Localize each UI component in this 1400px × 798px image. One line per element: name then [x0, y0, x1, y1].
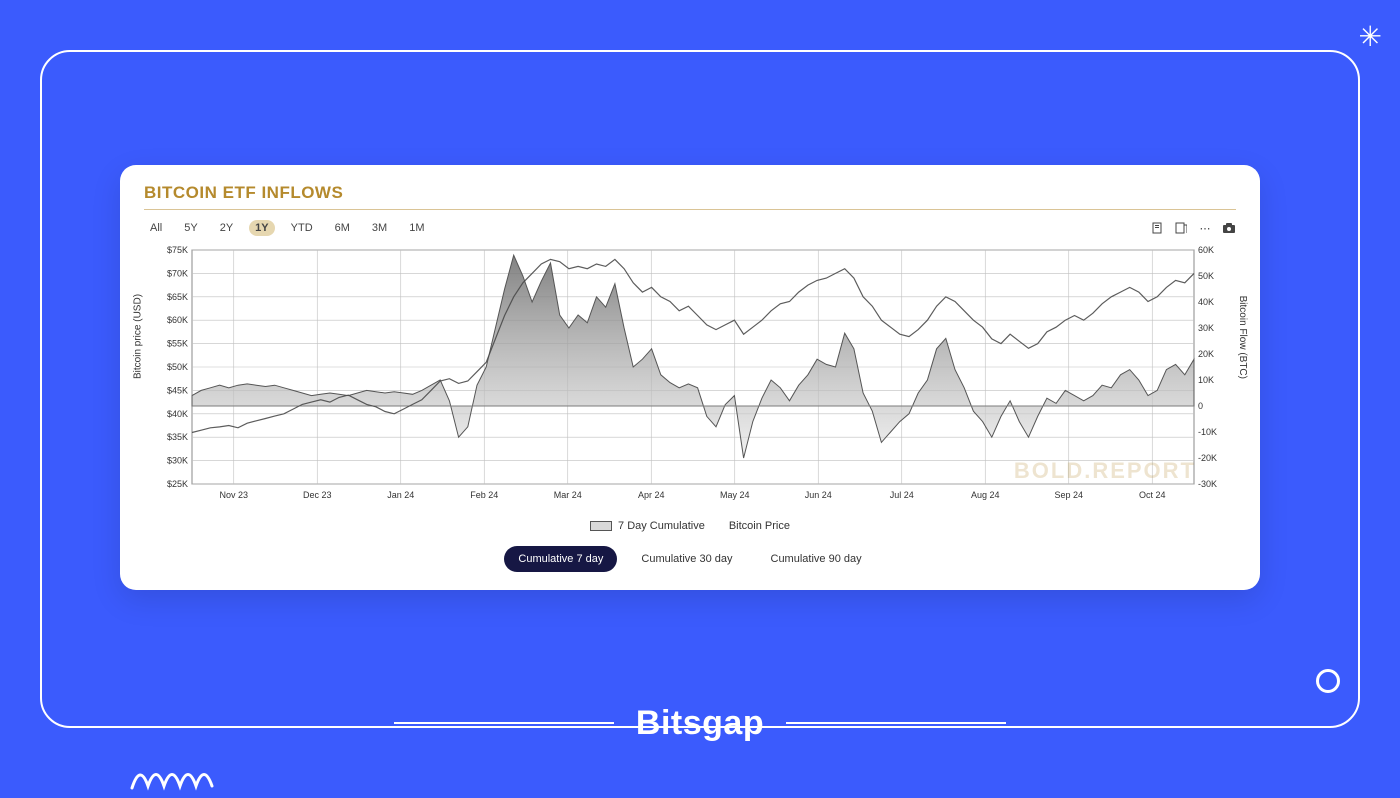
- svg-text:Nov 23: Nov 23: [219, 490, 248, 500]
- svg-text:$35K: $35K: [167, 432, 188, 442]
- svg-text:-20K: -20K: [1198, 453, 1217, 463]
- chart-area: Bitcoin price (USD) Bitcoin Flow (BTC) $…: [144, 244, 1236, 514]
- range-ytd[interactable]: YTD: [285, 220, 319, 236]
- svg-text:$65K: $65K: [167, 292, 188, 302]
- legend-item-price: Bitcoin Price: [729, 520, 790, 532]
- cumulative-selector: Cumulative 7 day Cumulative 30 day Cumulat…: [144, 546, 1236, 572]
- brand-line-right: [786, 722, 1006, 724]
- svg-text:20K: 20K: [1198, 349, 1214, 359]
- svg-text:$40K: $40K: [167, 409, 188, 419]
- range-2y[interactable]: 2Y: [214, 220, 239, 236]
- range-6m[interactable]: 6M: [329, 220, 356, 236]
- range-1y[interactable]: 1Y: [249, 220, 274, 236]
- svg-text:$70K: $70K: [167, 268, 188, 278]
- svg-text:Aug 24: Aug 24: [971, 490, 1000, 500]
- legend: 7 Day Cumulative Bitcoin Price: [144, 520, 1236, 532]
- left-axis-label: Bitcoin price (USD): [133, 294, 144, 379]
- svg-text:$30K: $30K: [167, 456, 188, 466]
- svg-text:-30K: -30K: [1198, 479, 1217, 489]
- pill-cumulative-90-day[interactable]: Cumulative 90 day: [757, 546, 876, 572]
- legend-swatch: [590, 521, 612, 531]
- svg-text:$55K: $55K: [167, 339, 188, 349]
- svg-text:$75K: $75K: [167, 245, 188, 255]
- range-5y[interactable]: 5Y: [178, 220, 203, 236]
- right-axis-label: Bitcoin Flow (BTC): [1237, 296, 1248, 379]
- legend-item-flow: 7 Day Cumulative: [590, 520, 705, 532]
- svg-text:Jan 24: Jan 24: [387, 490, 414, 500]
- svg-text:50K: 50K: [1198, 271, 1214, 281]
- svg-text:May 24: May 24: [720, 490, 750, 500]
- toolbar: All 5Y 2Y 1Y YTD 6M 3M 1M ⋯: [144, 220, 1236, 236]
- range-all[interactable]: All: [144, 220, 168, 236]
- title-rule: [144, 209, 1236, 210]
- camera-icon[interactable]: [1222, 221, 1236, 235]
- svg-text:Jul 24: Jul 24: [890, 490, 914, 500]
- more-icon[interactable]: ⋯: [1198, 221, 1212, 235]
- download-icon[interactable]: [1150, 221, 1164, 235]
- brand-name: Bitsgap: [636, 704, 764, 743]
- chart-title: BITCOIN ETF INFLOWS: [144, 183, 1236, 203]
- chart-svg: $25K $30K $35K $40K $45K $50K $55K $60K $65K $70K…: [144, 244, 1236, 514]
- range-1m[interactable]: 1M: [403, 220, 430, 236]
- export-icon[interactable]: [1174, 221, 1188, 235]
- svg-text:40K: 40K: [1198, 297, 1214, 307]
- pill-cumulative-7-day[interactable]: Cumulative 7 day: [504, 546, 617, 572]
- svg-text:30K: 30K: [1198, 323, 1214, 333]
- svg-text:0: 0: [1198, 401, 1203, 411]
- svg-text:Sep 24: Sep 24: [1054, 490, 1083, 500]
- decorative-asterisk: ✳︎: [1359, 20, 1382, 53]
- svg-text:$60K: $60K: [167, 315, 188, 325]
- range-selector: All 5Y 2Y 1Y YTD 6M 3M 1M: [144, 220, 430, 236]
- chart-card: BITCOIN ETF INFLOWS All 5Y 2Y 1Y YTD 6M 3M 1M ⋯…: [120, 165, 1260, 590]
- svg-text:10K: 10K: [1198, 375, 1214, 385]
- svg-text:Mar 24: Mar 24: [554, 490, 582, 500]
- svg-text:Dec 23: Dec 23: [303, 490, 332, 500]
- svg-text:Apr 24: Apr 24: [638, 490, 665, 500]
- svg-text:Jun 24: Jun 24: [805, 490, 832, 500]
- svg-text:$45K: $45K: [167, 385, 188, 395]
- pill-cumulative-30-day[interactable]: Cumulative 30 day: [627, 546, 746, 572]
- brand-line-left: [394, 722, 614, 724]
- svg-text:60K: 60K: [1198, 245, 1214, 255]
- svg-text:Feb 24: Feb 24: [470, 490, 498, 500]
- svg-text:$50K: $50K: [167, 362, 188, 372]
- decorative-squiggle: [130, 758, 220, 798]
- chart-tools: ⋯: [1150, 221, 1236, 235]
- svg-text:Oct 24: Oct 24: [1139, 490, 1166, 500]
- range-3m[interactable]: 3M: [366, 220, 393, 236]
- legend-label-flow: 7 Day Cumulative: [618, 520, 705, 532]
- svg-text:-10K: -10K: [1198, 427, 1217, 437]
- svg-text:$25K: $25K: [167, 479, 188, 489]
- brand-row: Bitsgap: [0, 698, 1400, 748]
